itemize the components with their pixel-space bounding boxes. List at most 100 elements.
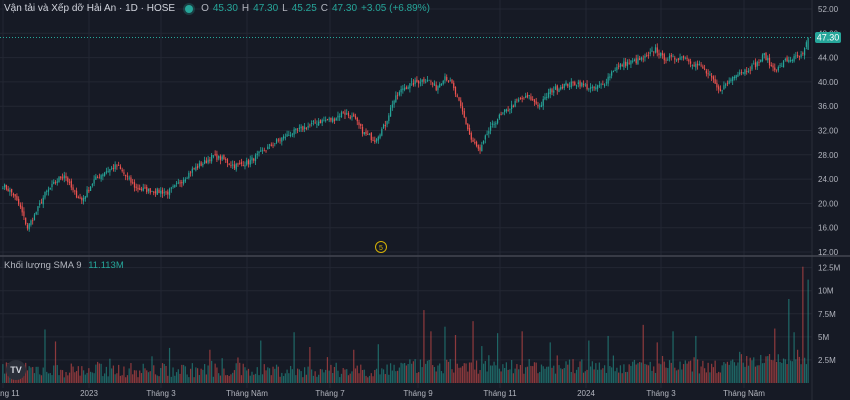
- candle-body: [91, 184, 93, 186]
- volume-bar: [404, 362, 406, 383]
- candle-body: [507, 109, 509, 111]
- candle-body: [51, 183, 53, 188]
- price-tick-label: 28.00: [818, 151, 839, 160]
- volume-bar: [712, 367, 715, 383]
- candle-body: [791, 59, 793, 62]
- volume-bar: [760, 354, 762, 383]
- symbol-title[interactable]: Vận tải và Xếp dỡ Hải An · 1D · HOSE: [4, 3, 176, 14]
- volume-bar: [623, 364, 625, 383]
- candle-body: [751, 64, 753, 70]
- volume-bar: [274, 368, 276, 383]
- volume-bar: [174, 375, 176, 383]
- candle-body: [451, 79, 453, 84]
- candle-body: [163, 192, 165, 194]
- candle-body: [723, 85, 725, 90]
- volume-bar: [195, 367, 197, 383]
- volume-bar: [447, 361, 450, 383]
- volume-bar: [212, 376, 215, 383]
- volume-tick-label: 5M: [818, 333, 829, 342]
- candle-body: [661, 53, 664, 56]
- time-tick-label: Tháng Năm: [723, 389, 765, 398]
- volume-bar: [230, 374, 232, 383]
- candle-body: [530, 96, 532, 100]
- candle-body: [409, 83, 411, 89]
- volume-bar: [739, 351, 741, 383]
- candle-body: [140, 189, 143, 190]
- candle-body: [360, 123, 362, 126]
- candle-body: [219, 156, 222, 161]
- volume-bar: [354, 368, 357, 383]
- volume-bar: [377, 344, 379, 383]
- candle-body: [582, 83, 585, 85]
- volume-bar: [579, 361, 581, 383]
- volume-bar: [470, 362, 472, 383]
- candle-body: [432, 83, 434, 85]
- volume-bar: [407, 364, 409, 383]
- volume-bar: [405, 365, 407, 383]
- volume-bar: [54, 341, 57, 383]
- candle-body: [426, 80, 429, 82]
- time-axis[interactable]: Tháng 11 2023 Tháng 3 Tháng Năm Tháng 7 Tháng…: [0, 389, 765, 398]
- volume-bar: [25, 362, 27, 383]
- candle-body: [489, 125, 492, 131]
- volume-bar: [68, 372, 71, 383]
- volume-bar: [658, 363, 660, 383]
- volume-bar: [118, 364, 120, 383]
- candle-body: [340, 112, 343, 117]
- candle-body: [461, 106, 464, 112]
- candle-body: [721, 90, 723, 92]
- volume-bar: [423, 310, 425, 383]
- tradingview-logo-icon[interactable]: TV: [6, 360, 26, 380]
- candle-body: [125, 174, 127, 177]
- candle-body: [416, 79, 418, 82]
- event-marker[interactable]: 5: [375, 241, 387, 253]
- candle-body: [742, 72, 744, 74]
- candle-body: [349, 116, 351, 119]
- last-price-badge[interactable]: 47.30: [815, 32, 841, 44]
- candle-body: [551, 89, 553, 93]
- candle-body: [21, 206, 23, 213]
- candle-body: [154, 191, 157, 194]
- volume-bar: [616, 367, 618, 383]
- volume-bar: [604, 365, 606, 383]
- candle-body: [460, 100, 462, 107]
- candle-body: [205, 160, 207, 163]
- volume-bar: [11, 377, 13, 383]
- volume-bar: [747, 365, 750, 383]
- candle-body: [577, 82, 579, 85]
- candle-body: [223, 155, 225, 160]
- candle-body: [298, 127, 300, 129]
- volume-legend[interactable]: Khối lượng SMA 9 11.113M: [4, 260, 124, 271]
- last-price-badge-text: 47.30: [817, 33, 840, 43]
- candle-body: [184, 179, 186, 182]
- volume-bar: [363, 369, 365, 383]
- candle-body: [689, 61, 692, 64]
- candle-body: [318, 121, 320, 126]
- volume-bar: [37, 366, 39, 383]
- candle-body: [726, 82, 729, 84]
- candle-body: [361, 127, 364, 134]
- candle-body: [198, 163, 200, 167]
- volume-bar: [77, 366, 79, 383]
- candle-body: [174, 184, 176, 188]
- candle-body: [323, 120, 325, 122]
- volume-bar: [709, 372, 711, 383]
- candle-body: [393, 100, 395, 105]
- candle-body: [39, 203, 41, 206]
- volume-bar: [305, 374, 307, 383]
- volume-axis[interactable]: 12.5M 10M 7.5M 5M 2.5M: [818, 264, 841, 365]
- candle-body: [468, 128, 471, 135]
- candle-body: [332, 118, 334, 123]
- volume-bar: [172, 367, 174, 383]
- volume-bar: [704, 368, 706, 383]
- candle-body: [53, 181, 55, 184]
- price-tick-label: 40.00: [818, 78, 839, 87]
- candle-body: [618, 65, 620, 67]
- candle-body: [344, 112, 346, 115]
- volume-bar: [312, 375, 315, 383]
- candle-body: [625, 61, 627, 66]
- volume-bar: [311, 369, 313, 383]
- volume-bar: [46, 371, 48, 383]
- volume-bar: [316, 376, 318, 383]
